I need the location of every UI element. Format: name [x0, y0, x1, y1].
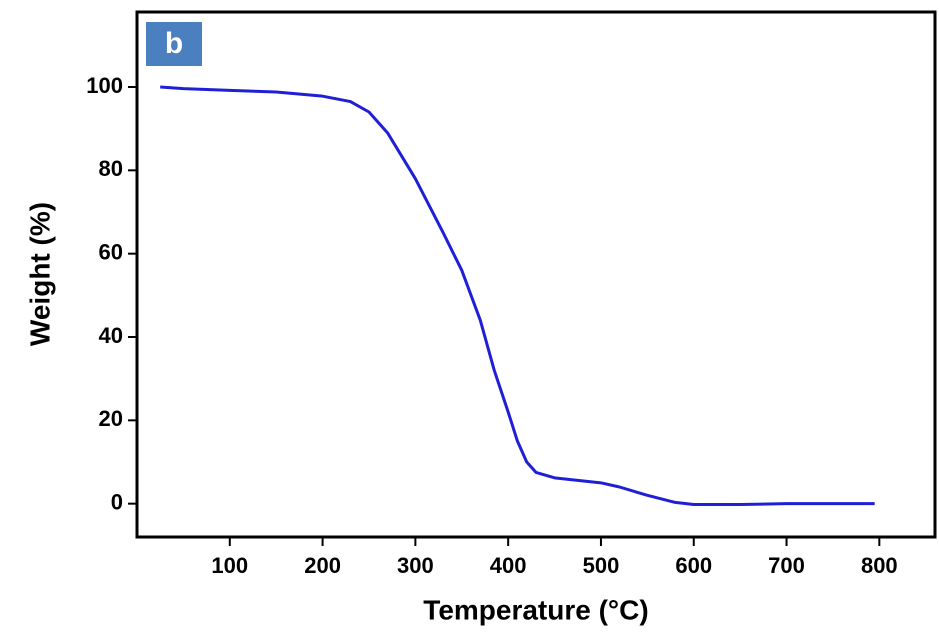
y-tick-label: 40: [99, 323, 123, 348]
x-tick-label: 700: [768, 553, 805, 578]
x-tick-label: 300: [397, 553, 434, 578]
panel-label: b: [165, 27, 183, 60]
x-tick-label: 500: [583, 553, 620, 578]
y-tick-label: 80: [99, 156, 123, 181]
data-line: [160, 85, 875, 506]
y-axis-label: Weight (%): [24, 202, 55, 346]
y-tick-label: 0: [111, 489, 123, 514]
x-tick-label: 800: [861, 553, 898, 578]
plot-frame: [135, 10, 937, 539]
x-tick-label: 100: [211, 553, 248, 578]
y-tick-label: 100: [86, 73, 123, 98]
y-tick-label: 20: [99, 406, 123, 431]
x-tick-label: 400: [490, 553, 527, 578]
x-tick-label: 200: [304, 553, 341, 578]
x-axis-label: Temperature (°C): [423, 594, 648, 625]
x-tick-label: 600: [675, 553, 712, 578]
y-tick-label: 60: [99, 239, 123, 264]
panel-badge: [146, 22, 202, 66]
